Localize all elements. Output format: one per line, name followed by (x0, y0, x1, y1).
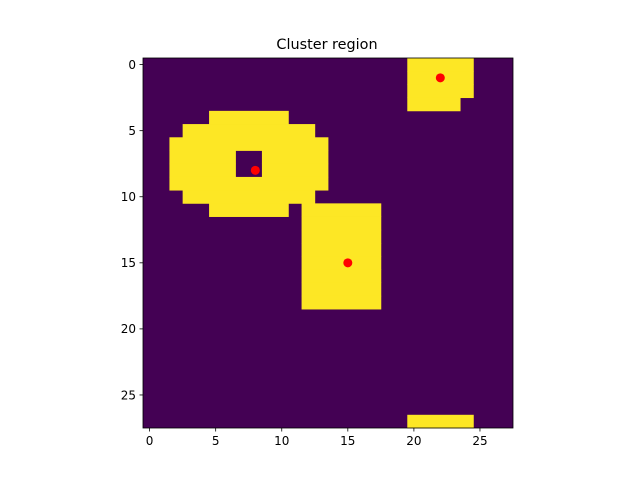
heatmap-cell (301, 229, 382, 244)
y-tick-label: 10 (121, 190, 136, 204)
heatmap-cell (209, 110, 289, 125)
y-tick-label: 15 (121, 256, 136, 270)
x-tick-label: 0 (146, 434, 154, 448)
heatmap-cell (301, 203, 382, 217)
y-tick-label: 25 (121, 388, 136, 402)
heatmap-cell (182, 190, 316, 204)
heatmap-cell (301, 243, 382, 257)
heatmap-cell (169, 176, 329, 191)
axes: 0 5 10 15 20 25 0 5 10 15 20 25 (121, 57, 514, 448)
heatmap-cell (301, 269, 382, 284)
marker-point (343, 258, 353, 268)
heatmap-cell (407, 58, 474, 72)
x-tick-label: 15 (340, 434, 355, 448)
heatmap-cell (301, 295, 382, 310)
heatmap-cell (301, 216, 382, 231)
heatmap-cell (169, 150, 236, 165)
marker-points (250, 73, 445, 268)
chart-title: Cluster region (276, 37, 377, 53)
heatmap-cell (182, 124, 316, 138)
x-tick-label: 10 (274, 434, 289, 448)
y-tick-label: 5 (128, 124, 136, 138)
heatmap-cell (169, 163, 236, 178)
heatmap-cell (261, 163, 329, 178)
heatmap-cell (169, 137, 329, 151)
marker-point (250, 165, 260, 175)
heatmap-cell (301, 256, 382, 270)
heatmap-cell (407, 414, 474, 429)
heatmap-cell (261, 150, 329, 165)
x-tick-label: 20 (406, 434, 421, 448)
y-tick-label: 0 (128, 58, 136, 72)
heatmap-cell (407, 84, 474, 99)
x-tick-label: 5 (212, 434, 220, 448)
heatmap (143, 58, 513, 429)
heatmap-cell (407, 97, 461, 112)
heatmap-cell (301, 282, 382, 297)
y-tick-label: 20 (121, 322, 136, 336)
heatmap-cell (209, 203, 289, 217)
axes-frame (142, 57, 514, 429)
marker-point (435, 73, 445, 83)
x-tick-label: 25 (472, 434, 487, 448)
